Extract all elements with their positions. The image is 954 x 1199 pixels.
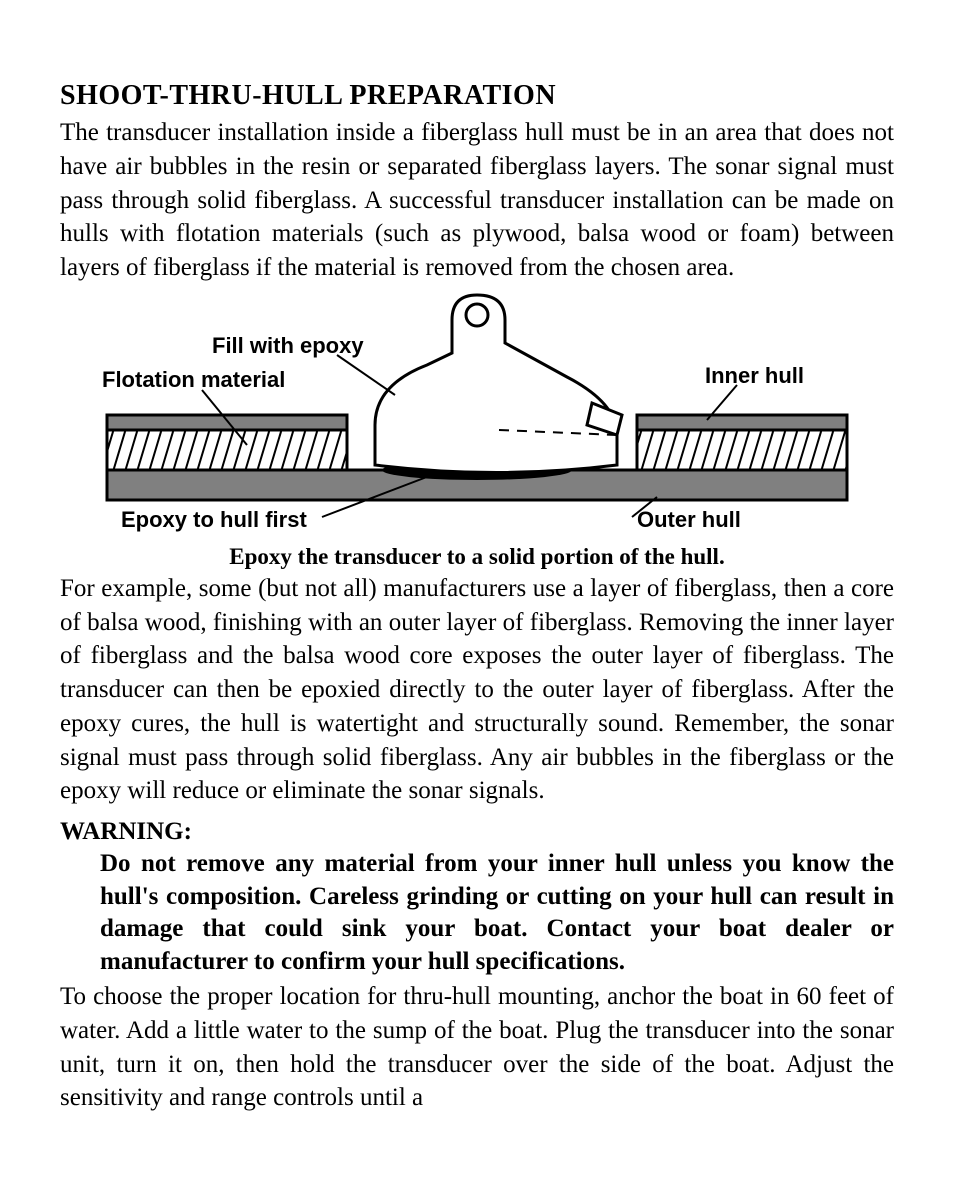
transducer-hull-figure: Fill with epoxy Flotation material Inner…: [97, 285, 857, 540]
warning-body: Do not remove any material from your inn…: [100, 848, 894, 978]
paragraph-3: To choose the proper location for thru-h…: [60, 980, 894, 1115]
figure-caption: Epoxy the transducer to a solid portion …: [60, 544, 894, 570]
document-page: SHOOT-THRU-HULL PREPARATION The transduc…: [0, 0, 954, 1199]
hull-diagram-svg: [97, 285, 857, 535]
label-flotation: Flotation material: [102, 367, 285, 393]
section-heading: SHOOT-THRU-HULL PREPARATION: [60, 80, 894, 112]
paragraph-2: For example, some (but not all) manufact…: [60, 572, 894, 808]
label-fill-epoxy: Fill with epoxy: [212, 333, 364, 359]
warning-heading: WARNING:: [60, 818, 894, 846]
label-outer-hull: Outer hull: [637, 507, 741, 533]
label-inner-hull: Inner hull: [705, 363, 804, 389]
paragraph-1: The transducer installation inside a fib…: [60, 116, 894, 285]
label-epoxy-hull: Epoxy to hull first: [121, 507, 307, 533]
